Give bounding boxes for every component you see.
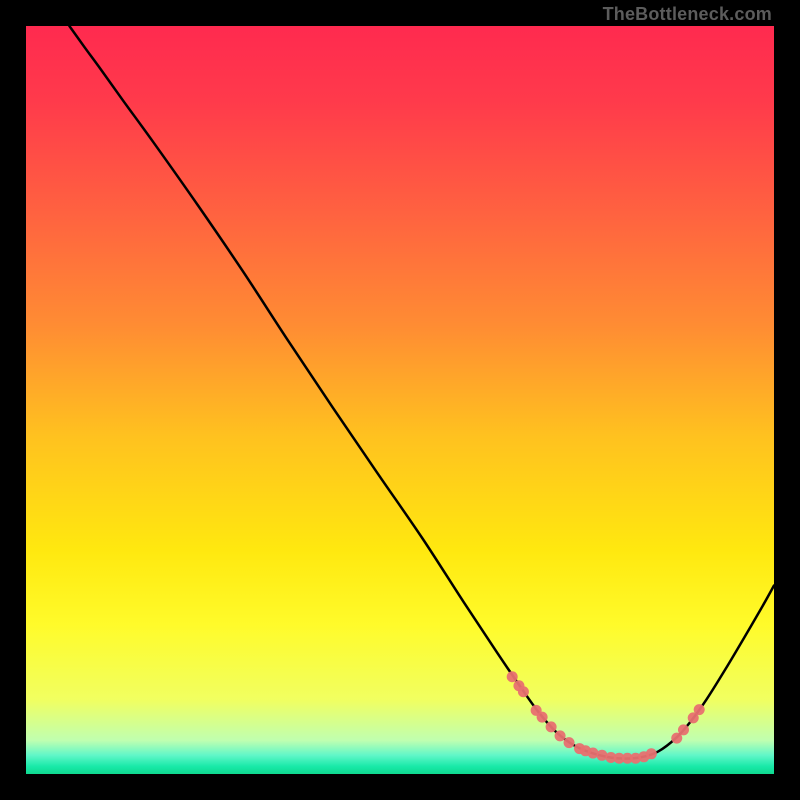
- curve-marker: [537, 712, 548, 723]
- watermark-text: TheBottleneck.com: [603, 4, 772, 25]
- curve-marker: [546, 721, 557, 732]
- curve-markers: [507, 671, 705, 764]
- curve-marker: [646, 748, 657, 759]
- curve-marker: [564, 737, 575, 748]
- curve-marker: [694, 704, 705, 715]
- chart-frame: [0, 0, 800, 800]
- curve-marker: [555, 730, 566, 741]
- curve-marker: [518, 686, 529, 697]
- bottleneck-curve: [69, 26, 774, 759]
- curve-marker: [507, 671, 518, 682]
- chart-plot-area: [26, 26, 774, 774]
- curve-marker: [678, 724, 689, 735]
- chart-curve-layer: [26, 26, 774, 774]
